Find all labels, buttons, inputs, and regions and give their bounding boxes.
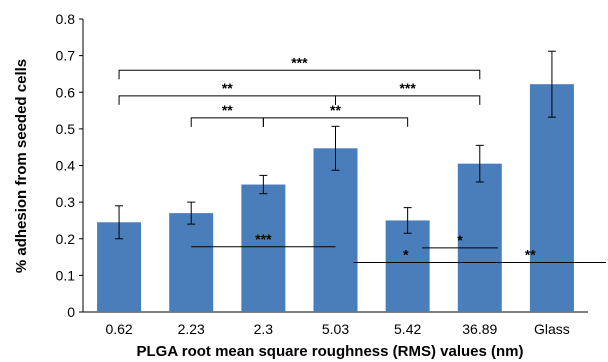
y-tick-label: 0.1 (56, 267, 76, 283)
y-tick-label: 0.7 (56, 48, 76, 64)
x-tick-label: 36.89 (462, 321, 497, 337)
significance-bracket (335, 95, 481, 105)
bar-5.03 (313, 148, 358, 312)
y-axis-title: % adhesion from seeded cells (13, 59, 30, 273)
significance-label: *** (291, 54, 308, 70)
x-tick-label: 0.62 (105, 321, 132, 337)
significance-label: *** (255, 231, 272, 247)
bar-36.89 (457, 163, 502, 312)
bar-Glass (529, 84, 574, 312)
significance-label: *** (399, 80, 416, 96)
x-tick-label: 2.3 (254, 321, 274, 337)
x-tick-label: Glass (534, 321, 570, 337)
bar-2.3 (241, 184, 286, 312)
x-tick-label: 5.42 (394, 321, 421, 337)
significance-label: ** (222, 102, 233, 118)
significance-label: ** (330, 102, 341, 118)
significance-label: ** (222, 80, 233, 96)
y-tick-label: 0.8 (56, 11, 76, 27)
significance-bracket (190, 117, 264, 127)
bar-2.23 (169, 213, 214, 312)
y-tick-label: 0.3 (56, 194, 76, 210)
y-tick-label: 0.2 (56, 231, 76, 247)
plot-area: 0 0.1 0.2 0.3 0.4 0.5 0.6 0.7 0.8 0.62 2.23 2.3 5.03… (56, 11, 607, 337)
significance-label: * (403, 247, 409, 263)
x-tick-label: 5.03 (322, 321, 349, 337)
x-tick-label: 2.23 (178, 321, 205, 337)
y-tick-label: 0.4 (56, 158, 76, 174)
significance-bracket (118, 69, 481, 80)
x-axis-title: PLGA root mean square roughness (RMS) va… (136, 343, 523, 360)
bar-5.42 (385, 220, 430, 312)
y-tick-label: 0 (67, 304, 75, 320)
significance-bracket (262, 117, 409, 127)
y-tick-label: 0.5 (56, 121, 76, 137)
y-tick-label: 0.6 (56, 84, 76, 100)
significance-label: * (457, 232, 463, 248)
significance-label: ** (525, 247, 536, 263)
